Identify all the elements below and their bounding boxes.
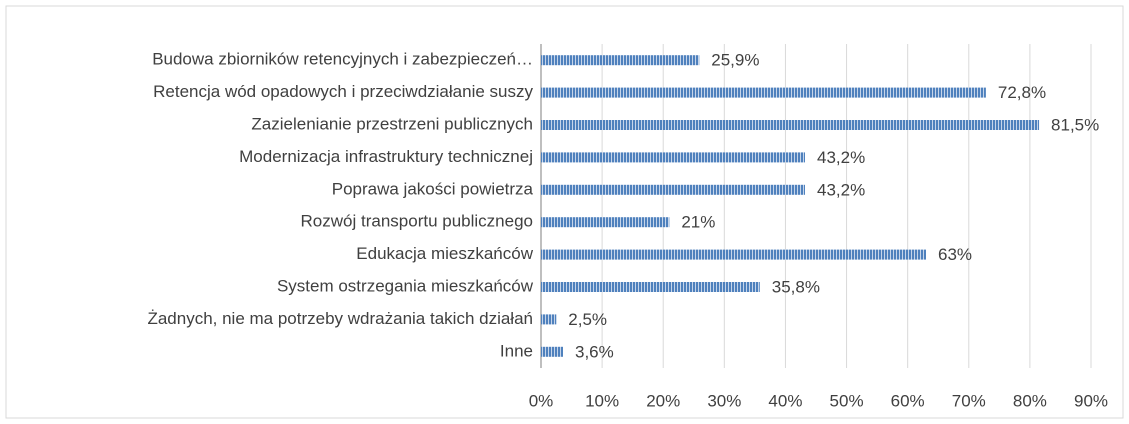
x-tick-label: 30% — [707, 391, 741, 410]
x-tick-label: 40% — [768, 391, 802, 410]
y-tick-label: Retencja wód opadowych i przeciwdziałani… — [153, 82, 533, 101]
data-label: 25,9% — [711, 51, 759, 70]
y-tick-label: Budowa zbiorników retencyjnych i zabezpi… — [152, 50, 533, 69]
x-tick-label: 50% — [830, 391, 864, 410]
data-label: 35,8% — [772, 277, 820, 296]
y-tick-label: Poprawa jakości powietrza — [332, 179, 534, 198]
chart-frame — [5, 5, 1124, 419]
y-tick-label: Rozwój transportu publicznego — [301, 212, 533, 231]
x-tick-label: 10% — [585, 391, 619, 410]
data-label: 63% — [938, 245, 972, 264]
y-tick-label: Inne — [500, 341, 533, 360]
data-label: 72,8% — [998, 83, 1046, 102]
bar — [541, 346, 563, 357]
data-label: 43,2% — [817, 148, 865, 167]
y-tick-label: Zazielenianie przestrzeni publicznych — [251, 114, 533, 133]
bar — [541, 152, 805, 163]
y-tick-label: Modernizacja infrastruktury technicznej — [239, 147, 533, 166]
data-label: 2,5% — [568, 310, 607, 329]
bar — [541, 282, 760, 292]
y-tick-label: Żadnych, nie ma potrzeby wdrażania takic… — [147, 309, 533, 328]
bar — [541, 120, 1040, 130]
x-tick-label: 20% — [646, 391, 680, 410]
data-label: 21% — [681, 213, 715, 232]
bar — [541, 55, 700, 66]
y-tick-label: Edukacja mieszkańców — [356, 244, 533, 263]
data-label: 3,6% — [575, 342, 614, 361]
x-tick-label: 80% — [1013, 391, 1047, 410]
data-label: 81,5% — [1051, 115, 1099, 134]
y-tick-label: System ostrzegania mieszkańców — [277, 276, 534, 295]
bar — [541, 184, 805, 195]
data-label: 43,2% — [817, 180, 865, 199]
x-tick-label: 60% — [891, 391, 925, 410]
x-tick-label: 0% — [529, 391, 554, 410]
x-tick-label: 90% — [1074, 391, 1108, 410]
bar — [541, 87, 986, 98]
bar — [541, 249, 926, 260]
bar — [541, 217, 670, 228]
x-tick-label: 70% — [952, 391, 986, 410]
bar — [541, 314, 557, 325]
